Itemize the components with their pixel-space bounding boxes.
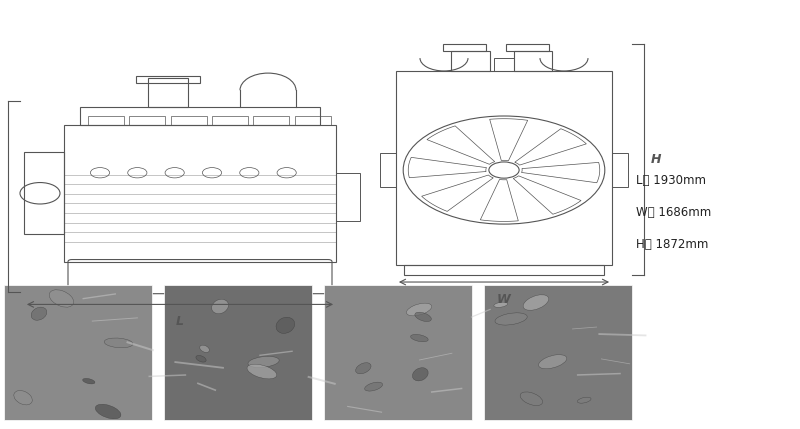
- Ellipse shape: [365, 382, 382, 391]
- Bar: [506, 45, 549, 51]
- Ellipse shape: [578, 397, 591, 403]
- Text: H： 1872mm: H： 1872mm: [636, 238, 708, 251]
- Text: L： 1930mm: L： 1930mm: [636, 174, 706, 187]
- Bar: [64, 125, 336, 262]
- Bar: [494, 58, 514, 70]
- Bar: [80, 107, 320, 125]
- Ellipse shape: [196, 356, 206, 362]
- Bar: [164, 285, 312, 420]
- Ellipse shape: [276, 317, 294, 333]
- Bar: [404, 265, 604, 275]
- Bar: [254, 116, 290, 125]
- Ellipse shape: [523, 295, 549, 310]
- Bar: [514, 51, 552, 70]
- Ellipse shape: [31, 307, 47, 320]
- Bar: [149, 78, 189, 107]
- Ellipse shape: [104, 338, 133, 348]
- Text: W： 1686mm: W： 1686mm: [636, 206, 711, 219]
- Bar: [324, 285, 472, 420]
- Ellipse shape: [200, 345, 210, 352]
- Ellipse shape: [356, 363, 371, 374]
- Bar: [484, 285, 632, 420]
- Bar: [170, 116, 206, 125]
- Bar: [130, 116, 166, 125]
- Ellipse shape: [494, 302, 507, 307]
- Ellipse shape: [415, 312, 431, 321]
- Ellipse shape: [212, 299, 229, 314]
- Ellipse shape: [248, 356, 279, 368]
- Bar: [612, 153, 628, 187]
- Ellipse shape: [14, 390, 32, 405]
- Ellipse shape: [406, 303, 432, 316]
- Bar: [294, 116, 330, 125]
- Bar: [380, 153, 396, 187]
- Ellipse shape: [538, 355, 566, 369]
- Ellipse shape: [95, 404, 121, 419]
- Bar: [212, 116, 248, 125]
- Bar: [24, 152, 64, 234]
- Text: L: L: [176, 315, 184, 328]
- Ellipse shape: [520, 392, 542, 405]
- Ellipse shape: [247, 364, 277, 379]
- Bar: [88, 116, 124, 125]
- Ellipse shape: [410, 335, 428, 342]
- Bar: [443, 45, 486, 51]
- Bar: [137, 76, 201, 82]
- Text: H: H: [650, 153, 661, 166]
- Bar: [396, 70, 612, 265]
- Bar: [451, 51, 490, 70]
- Ellipse shape: [50, 290, 74, 307]
- Ellipse shape: [82, 378, 95, 384]
- Ellipse shape: [413, 368, 428, 381]
- Text: W: W: [497, 293, 511, 306]
- Bar: [336, 173, 360, 221]
- Bar: [4, 285, 152, 420]
- Ellipse shape: [495, 313, 527, 325]
